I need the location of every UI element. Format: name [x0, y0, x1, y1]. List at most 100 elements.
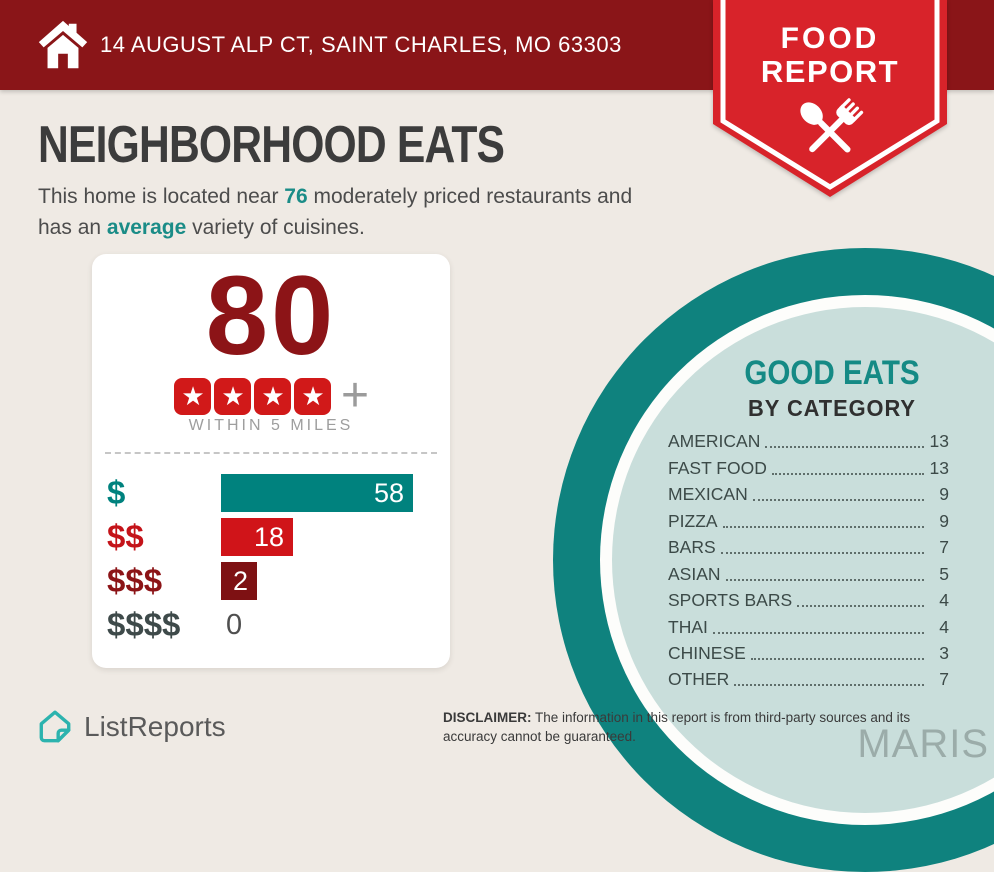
price-tier-value: 2 — [232, 565, 248, 596]
category-count: 13 — [929, 457, 949, 478]
intro-text: has an — [38, 216, 107, 239]
star-icon: ★ — [174, 377, 212, 415]
brand-name: ListReports — [84, 711, 226, 742]
price-tier-bar: 58 — [221, 474, 413, 512]
dotted-leader — [720, 552, 924, 555]
category-row: CHINESE 3 — [668, 641, 949, 667]
category-label: CHINESE — [668, 642, 746, 663]
category-list: AMERICAN 13 FAST FOOD 13 MEXICAN 9 PIZZA 9 B… — [668, 429, 949, 693]
star-icon: ★ — [214, 377, 252, 415]
category-label: ASIAN — [668, 563, 721, 584]
category-row: ASIAN 5 — [668, 561, 949, 587]
variety-word: average — [106, 216, 187, 239]
category-label: THAI — [668, 616, 708, 637]
category-count: 7 — [939, 669, 949, 690]
intro-line-2: has an average variety of cuisines. — [38, 212, 632, 243]
category-label: BARS — [668, 537, 716, 558]
category-count: 13 — [929, 431, 949, 452]
good-eats-circle-fill — [612, 307, 994, 813]
dotted-leader — [750, 657, 924, 660]
radius-caption: WITHIN 5 MILES — [188, 417, 354, 434]
restaurant-score: 80 — [205, 253, 337, 378]
dotted-leader — [734, 684, 924, 687]
category-label: OTHER — [668, 669, 730, 690]
disclaimer: DISCLAIMER: The information in this repo… — [443, 709, 948, 746]
good-eats-title: GOOD EATS — [744, 354, 920, 392]
price-tier-value: 0 — [226, 609, 243, 641]
price-tier-bar: 18 — [221, 518, 293, 556]
listreports-brand: ListReports — [36, 708, 226, 746]
category-row: FAST FOOD 13 — [668, 455, 949, 481]
home-icon — [38, 20, 88, 69]
category-count: 4 — [939, 590, 949, 611]
price-tier-label: $$$ — [107, 562, 163, 599]
category-label: AMERICAN — [668, 431, 761, 452]
disclaimer-label: DISCLAIMER: — [443, 710, 532, 725]
category-count: 3 — [939, 642, 949, 663]
dotted-leader — [765, 446, 924, 449]
star-row: ★ ★ ★ ★ + — [92, 369, 450, 422]
price-tier-label: $$$$ — [107, 606, 181, 643]
price-tier-row: $$$$ 0 — [92, 606, 450, 644]
category-row: BARS 7 — [668, 535, 949, 561]
category-count: 9 — [939, 510, 949, 531]
ribbon-line-food: FOOD — [780, 22, 880, 55]
category-row: AMERICAN 13 — [668, 429, 949, 455]
fork-spoon-icon — [800, 98, 864, 153]
star-icon: ★ — [294, 377, 332, 415]
dotted-leader — [712, 631, 924, 634]
category-row: OTHER 7 — [668, 667, 949, 693]
price-tier-label: $ — [107, 474, 126, 511]
price-tier-chart: $ 58 $$ 18 $$$ 2 $$$$ 0 — [92, 474, 450, 644]
disclaimer-text: The information in this report is from t… — [443, 710, 911, 744]
price-tier-label: $$ — [107, 518, 144, 555]
dashed-divider — [105, 452, 437, 454]
category-label: SPORTS BARS — [668, 590, 793, 611]
price-tier-value: 58 — [373, 477, 404, 508]
intro-text: moderately priced restaurants and — [307, 185, 633, 208]
dotted-leader — [725, 578, 924, 581]
category-count: 4 — [939, 616, 949, 637]
bar-zone: 18 — [221, 518, 450, 556]
bar-zone: 0 — [221, 606, 450, 644]
category-label: PIZZA — [668, 510, 718, 531]
good-eats-heading: GOOD EATS BY CATEGORY — [640, 354, 994, 422]
price-tier-value: 18 — [253, 521, 284, 552]
ribbon-line-report: REPORT — [760, 54, 900, 89]
dotted-leader — [752, 499, 924, 502]
star-icon: ★ — [254, 377, 292, 415]
price-tier-bar: 2 — [221, 562, 257, 600]
ribbon-title: FOOD REPORT — [713, 22, 947, 89]
food-report-ribbon: FOOD REPORT — [713, 0, 947, 198]
dotted-leader — [722, 525, 924, 528]
listreports-logo-icon — [39, 710, 71, 743]
category-row: THAI 4 — [668, 614, 949, 640]
dotted-leader — [771, 472, 924, 475]
intro-text: variety of cuisines. — [186, 216, 365, 239]
maris-watermark: MARIS — [857, 722, 989, 766]
score-card: 80 ★ ★ ★ ★ + WITHIN 5 MILES $ 58 $$ 18 $$$ … — [92, 254, 450, 668]
category-row: PIZZA 9 — [668, 508, 949, 534]
page-title: NEIGHBORHOOD EATS — [38, 116, 505, 174]
price-tier-row: $$ 18 — [92, 518, 450, 556]
category-label: MEXICAN — [668, 484, 748, 505]
good-eats-subtitle: BY CATEGORY — [748, 394, 916, 421]
price-tier-row: $$$ 2 — [92, 562, 450, 600]
ribbon-banner-shape — [713, 0, 947, 197]
plus-icon: + — [340, 369, 370, 422]
restaurant-count: 76 — [284, 185, 308, 208]
category-count: 9 — [939, 484, 949, 505]
category-label: FAST FOOD — [668, 457, 767, 478]
intro-text: This home is located near — [38, 185, 285, 208]
category-row: SPORTS BARS 4 — [668, 588, 949, 614]
price-tier-row: $ 58 — [92, 474, 450, 512]
category-row: MEXICAN 9 — [668, 482, 949, 508]
intro-paragraph: This home is located near 76 moderately … — [38, 181, 632, 243]
intro-line-1: This home is located near 76 moderately … — [38, 181, 632, 212]
category-count: 7 — [939, 537, 949, 558]
dotted-leader — [797, 605, 924, 608]
property-address: 14 AUGUST ALP CT, SAINT CHARLES, MO 6330… — [100, 32, 622, 57]
bar-zone: 2 — [221, 562, 450, 600]
star-rating: ★ ★ ★ ★ — [173, 377, 333, 415]
